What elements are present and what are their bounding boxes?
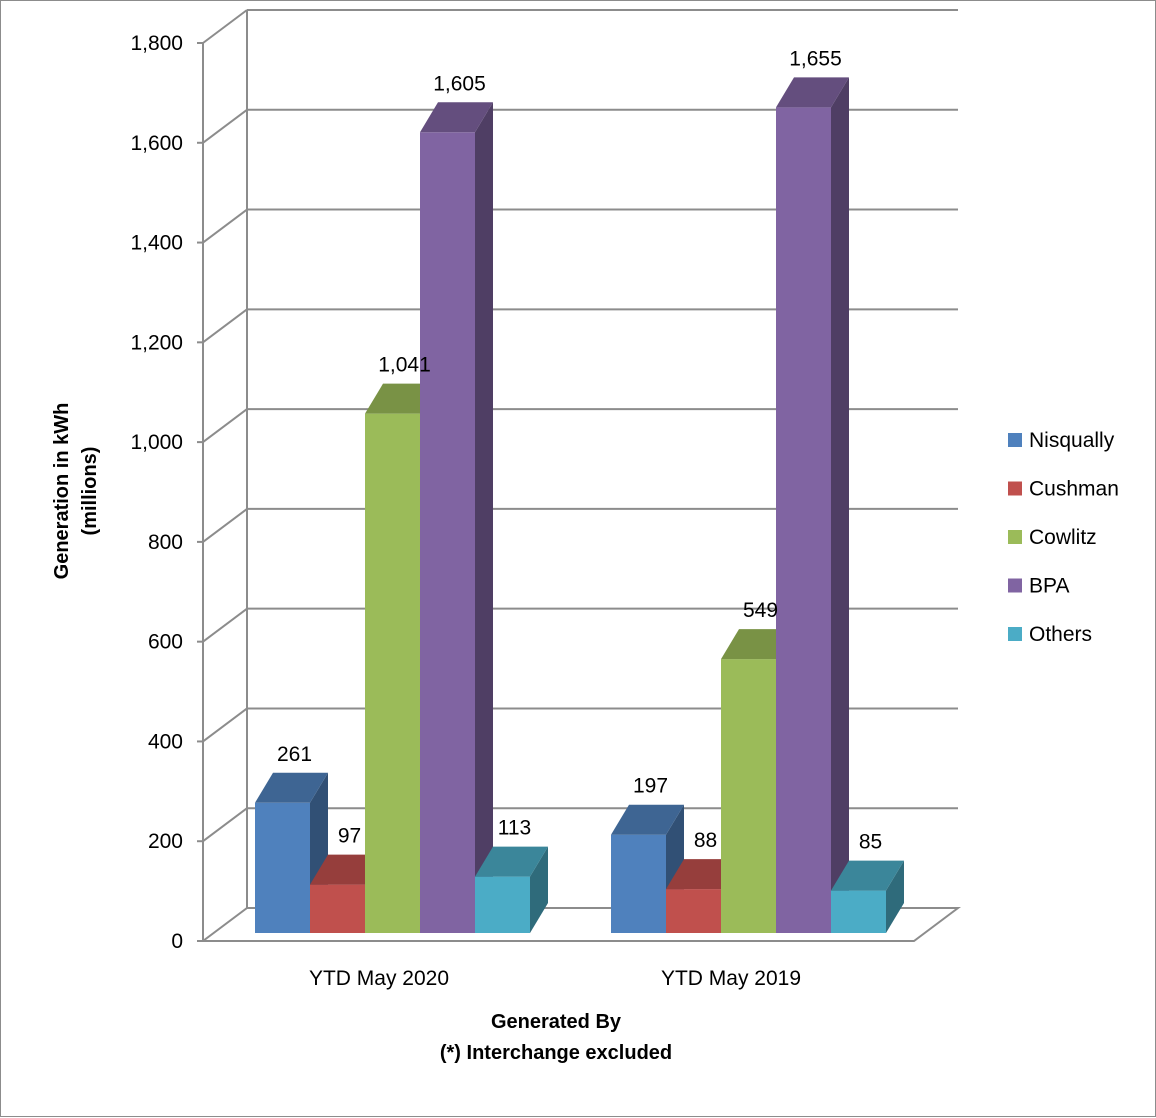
floor [200,907,961,942]
legend-label: Cushman [1029,478,1119,501]
bar-top [666,859,739,890]
data-label: 261 [277,743,312,766]
bar-side [530,846,548,933]
category-label: YTD May 2019 [661,967,801,990]
data-label: 1,655 [789,47,842,70]
legend-label: BPA [1029,575,1069,598]
bar-top [776,77,849,108]
bar-side [831,77,849,934]
bar-bpa [420,132,475,934]
gridline-diagonal [202,508,248,543]
data-label: 85 [859,831,882,854]
legend-swatch [1008,481,1022,496]
data-label: 113 [498,817,531,840]
y-tick-label: 800 [148,531,183,554]
y-tick-label: 1,400 [130,232,183,255]
gridline-diagonal [202,9,248,44]
gridline-diagonal [202,108,248,144]
x-axis-title-line2: (*) Interchange excluded [440,1042,672,1064]
bar-top [721,629,794,660]
gridline-diagonal [202,308,248,344]
bar-nisqually [611,834,666,933]
legend-swatch [1008,627,1022,641]
bar-top [420,102,493,133]
gridline-diagonal [202,208,248,244]
chart-walls [200,10,961,942]
legend-label: Others [1029,623,1092,646]
data-label: 1,041 [378,354,431,377]
bar-nisqually [255,802,310,933]
y-tick-label: 1,200 [130,331,183,354]
gridline-diagonal [202,408,248,443]
y-tick-label: 400 [148,730,183,753]
legend-swatch [1008,530,1022,544]
y-tick-label: 600 [148,631,183,654]
bar-top [310,854,383,885]
bar-others [831,890,886,933]
data-label: 88 [694,829,717,852]
legend: Nisqually Cushman Cowlitz BPA Others [1008,429,1119,646]
y-axis-ticks: 0 200 400 600 800 1,000 1,200 1,400 1,600 1,800 [130,32,203,953]
bar-cushman [666,889,721,933]
y-axis-title-line2: (millions) [79,447,101,536]
gridline-diagonal [202,607,248,643]
y-axis-title-line1: Generation in kWh [51,403,73,580]
y-tick-label: 1,000 [130,431,183,454]
data-labels: 261 97 1,041 1,605 113 197 88 549 1,655 85 [277,47,882,853]
x-axis-categories: YTD May 2020 YTD May 2019 [309,967,801,990]
bar-side [886,860,904,933]
data-label: 97 [338,825,361,848]
bars [255,77,904,934]
y-tick-label: 1,600 [130,132,183,155]
y-tick-label: 200 [148,830,183,853]
bar-cowlitz [365,413,420,933]
bar-top [365,383,438,414]
y-tick-label: 1,800 [130,32,183,55]
bar-top [611,804,684,835]
bar-top [475,846,548,877]
bar-side [475,102,493,934]
legend-label: Cowlitz [1029,526,1097,549]
data-label: 549 [743,599,778,622]
bar-cowlitz [721,659,776,933]
bar-cushman [310,884,365,933]
x-axis-title-line1: Generated By [491,1011,622,1033]
bar-others [475,876,530,933]
data-label: 197 [633,775,668,798]
legend-label: Nisqually [1029,429,1115,452]
gridline-diagonal [202,807,248,843]
y-tick-label: 0 [171,930,183,953]
bar-bpa [776,107,831,934]
legend-swatch [1008,433,1022,447]
category-label: YTD May 2020 [309,967,449,990]
legend-swatch [1008,578,1022,593]
gridline-diagonal [202,707,248,743]
data-label: 1,605 [433,72,486,95]
bar-top [831,860,904,891]
bar-top [255,772,328,803]
